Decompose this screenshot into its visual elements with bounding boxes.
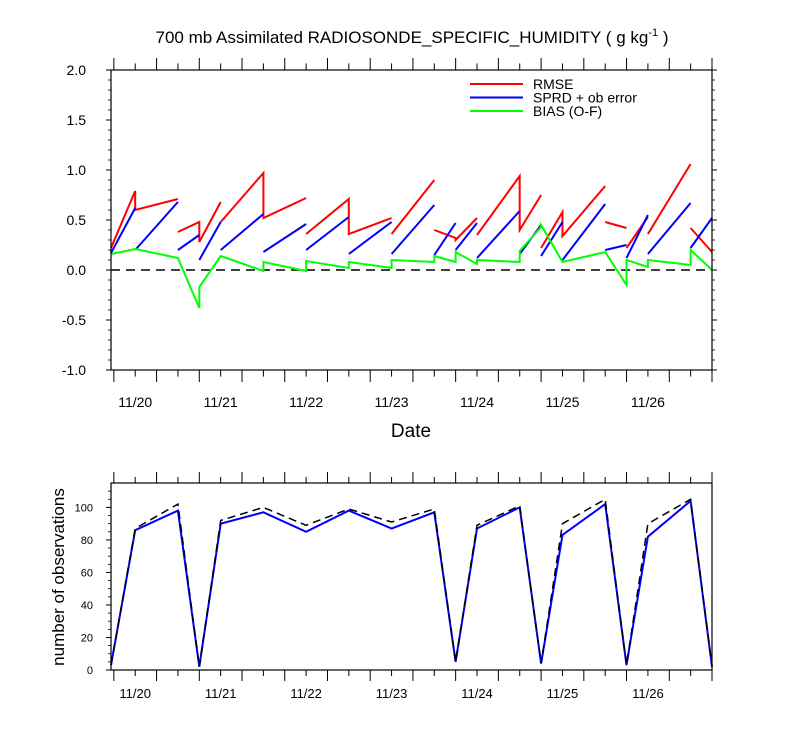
chart-title: 700 mb Assimilated RADIOSONDE_SPECIFIC_H… — [156, 27, 669, 47]
y-tick-label: 80 — [81, 535, 93, 547]
y-axis-label-observations: number of observations — [49, 488, 68, 666]
x-tick-label: 11/20 — [118, 394, 152, 410]
series-line-segment — [540, 185, 606, 249]
y-tick-label: -0.5 — [62, 312, 86, 328]
series-line-segment — [305, 196, 392, 236]
legend-label: SPRD + ob error — [533, 90, 637, 106]
x-tick-label: 11/26 — [631, 394, 665, 410]
series-line-segment — [625, 214, 649, 259]
observations-solid-line — [110, 498, 713, 667]
y-tick-label: 1.0 — [67, 162, 87, 178]
error-panel-axes: -1.0 -0.5 0.0 0.5 1.0 1.5 2.0 11/20 11/21 11/22 11… — [62, 58, 717, 410]
observation-series-lines — [110, 498, 713, 667]
series-line-segment — [476, 172, 542, 236]
series-line-segment — [604, 221, 627, 229]
series-line-segment — [540, 221, 564, 257]
series-line-segment — [689, 217, 713, 249]
series-line-segment — [561, 203, 606, 261]
x-tick-label: 11/25 — [547, 686, 579, 701]
error-panel: -1.0 -0.5 0.0 0.5 1.0 1.5 2.0 11/20 11/21 11/22 11… — [62, 58, 717, 442]
series-line-segment — [647, 163, 692, 235]
series-line-segment — [177, 201, 222, 243]
observations-panel-axes: 0 20 40 60 80 100 11/20 11/21 11/22 11/23 11/24 11/… — [75, 472, 713, 701]
series-line-segment — [305, 216, 350, 251]
series-line-segment — [476, 210, 521, 259]
x-tick-label: 11/21 — [205, 686, 237, 701]
series-line-segment — [433, 222, 457, 256]
series-line-segment — [390, 204, 436, 255]
observations-panel: 0 20 40 60 80 100 11/20 11/21 11/22 11/23 11/24 11/… — [49, 472, 713, 701]
series-rmse — [110, 163, 713, 253]
x-tick-label: 11/25 — [545, 394, 579, 410]
series-line-segment — [454, 222, 478, 251]
plot-frame — [110, 482, 713, 671]
y-tick-label: 2.0 — [67, 62, 87, 78]
x-tick-label: 11/22 — [290, 686, 322, 701]
x-tick-label: 11/23 — [375, 394, 409, 410]
error-series-lines — [110, 163, 713, 309]
y-tick-label: -1.0 — [62, 362, 86, 378]
legend-label: RMSE — [533, 76, 573, 92]
series-line-segment — [110, 207, 137, 254]
series-line-segment — [220, 213, 265, 251]
x-tick-label: 11/23 — [376, 686, 408, 701]
y-tick-label: 40 — [81, 600, 93, 612]
series-line-segment — [134, 201, 179, 251]
series-line-segment — [604, 244, 627, 251]
series-bias-o-f — [110, 221, 713, 309]
legend-label: BIAS (O-F) — [533, 103, 602, 119]
plot-frame — [110, 69, 713, 371]
x-tick-label: 11/24 — [460, 394, 494, 410]
series-line-segment — [689, 227, 713, 253]
series-line-segment — [262, 223, 307, 253]
series-line-segment — [177, 234, 200, 251]
series-sprd-ob-error — [110, 201, 713, 261]
series-line-segment — [110, 221, 713, 309]
observations-dashed-line — [110, 498, 713, 667]
y-tick-label: 0.5 — [67, 212, 87, 228]
y-tick-label: 0 — [87, 665, 93, 677]
x-tick-label: 11/26 — [632, 686, 664, 701]
series-line-segment — [647, 202, 692, 255]
series-line-segment — [219, 170, 307, 223]
chart-title-close: ) — [658, 28, 668, 47]
y-tick-label: 100 — [75, 502, 93, 514]
series-line-segment — [198, 221, 222, 261]
x-axis-label: Date — [391, 421, 431, 442]
y-tick-label: 0.0 — [67, 262, 87, 278]
series-line-segment — [433, 217, 478, 243]
y-tick-label: 1.5 — [67, 112, 87, 128]
chart-title-superscript: -1 — [648, 27, 658, 39]
chart-title-main: 700 mb Assimilated RADIOSONDE_SPECIFIC_H… — [156, 28, 649, 47]
y-tick-label: 60 — [81, 567, 93, 579]
y-tick-label: 20 — [81, 632, 93, 644]
series-line-segment — [110, 190, 179, 249]
series-line-segment — [390, 179, 436, 235]
series-line-segment — [348, 221, 393, 255]
x-tick-label: 11/22 — [289, 394, 323, 410]
x-tick-label: 11/20 — [119, 686, 151, 701]
x-tick-label: 11/24 — [461, 686, 493, 701]
x-tick-label: 11/21 — [204, 394, 238, 410]
